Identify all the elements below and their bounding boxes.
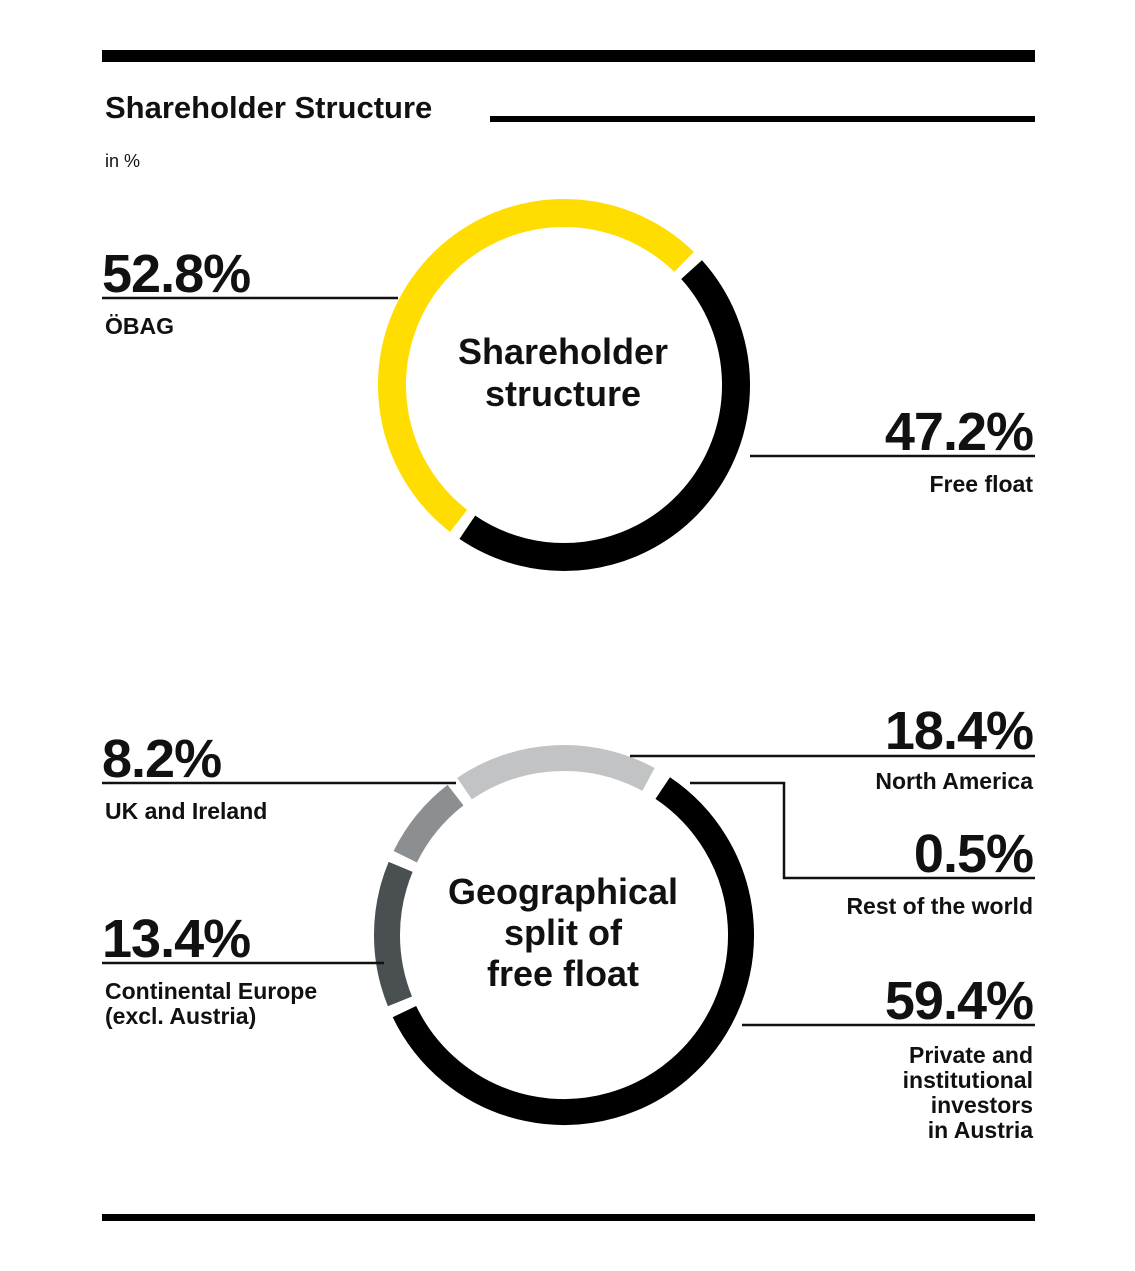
data-label-austria: in Austria (928, 1117, 1033, 1143)
shareholder-donut (378, 199, 750, 571)
unit-subtitle: in % (105, 151, 141, 171)
shareholder-center-label: structure (485, 373, 641, 414)
data-label-uk-ireland-value: 8.2% (102, 729, 221, 789)
title-rule (490, 116, 1035, 122)
data-label-free-float: Free float (929, 471, 1033, 497)
geo-slice-private-and-institutional-investors-in-austria (392, 777, 754, 1125)
rest-of-world-leader-line (690, 781, 1035, 880)
top-rule (102, 50, 1035, 62)
shareholder-center-label: Shareholder (458, 331, 668, 372)
data-label-rest-of-world: Rest of the world (846, 893, 1033, 919)
geo-slice-uk-and-ireland (393, 784, 464, 863)
data-label-continental-europe: (excl. Austria) (105, 1003, 256, 1029)
bottom-rule (102, 1214, 1035, 1221)
geographic-donut (374, 745, 754, 1125)
geo-slice-north-america (457, 745, 655, 800)
data-label-obag: ÖBAG (105, 313, 174, 339)
shareholder-slice-free-float (459, 260, 750, 571)
data-label-north-america: North America (875, 768, 1033, 794)
geo-center-label: free float (487, 953, 639, 994)
geo-slice-continental-europe-excl-austria (374, 861, 413, 1007)
data-label-austria-value: 59.4% (885, 971, 1033, 1031)
data-label-austria: institutional (903, 1067, 1033, 1093)
page-title: Shareholder Structure (105, 90, 433, 125)
geo-center-label: Geographical (448, 871, 678, 912)
data-label-continental-europe: Continental Europe (105, 978, 317, 1004)
geo-slice-rest-of-the-world (646, 771, 665, 797)
data-label-austria: investors (931, 1092, 1033, 1118)
data-label-rest-of-world-value: 0.5% (914, 824, 1033, 884)
shareholder-slice-bag (378, 199, 694, 532)
data-label-austria: Private and (909, 1042, 1033, 1068)
data-label-continental-europe-value: 13.4% (102, 909, 250, 969)
data-label-free-float-value: 47.2% (885, 402, 1033, 462)
data-label-uk-ireland: UK and Ireland (105, 798, 267, 824)
data-label-north-america-value: 18.4% (885, 701, 1033, 761)
chart-annotations: 52.8% ÖBAG 47.2% Free float Shareholderstruc… (102, 244, 1035, 1143)
geo-center-label: split of (504, 912, 623, 953)
data-label-obag-value: 52.8% (102, 244, 250, 304)
